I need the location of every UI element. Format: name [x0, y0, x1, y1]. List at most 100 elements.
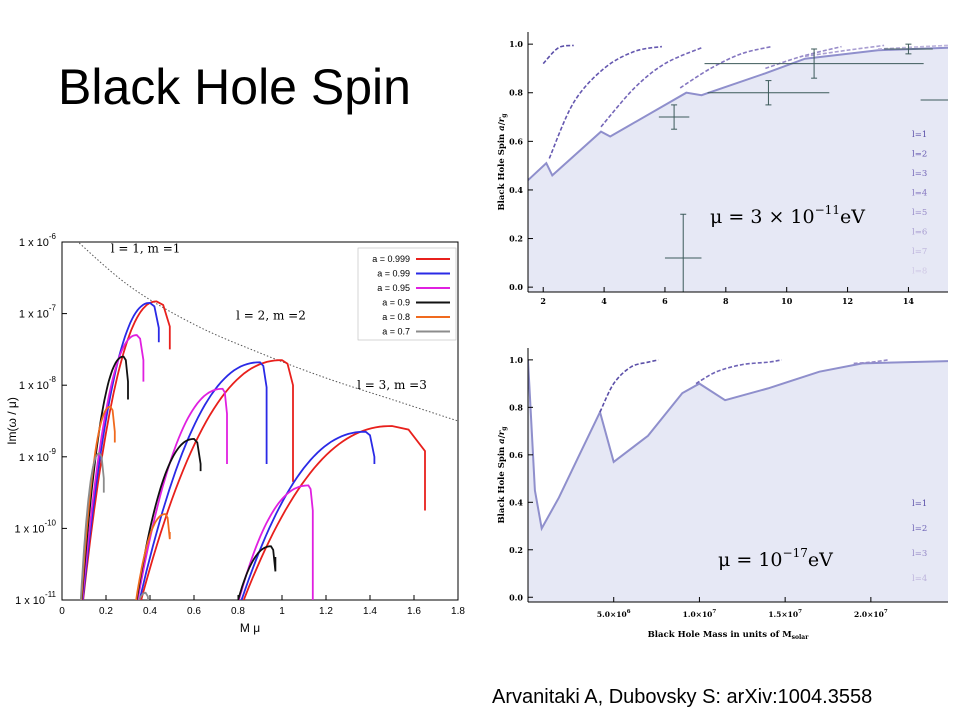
mode-curve — [542, 44, 574, 65]
y-tick-label: 0.4 — [509, 497, 523, 507]
x-tick-label: 8 — [723, 296, 729, 306]
error-bar — [704, 48, 924, 79]
y-tick-label: 0.2 — [509, 545, 523, 555]
x-tick-label: 14 — [903, 296, 915, 306]
legend-label: l=6 — [912, 228, 927, 238]
y-tick-label: 1.0 — [509, 355, 523, 365]
citation: Arvanitaki A, Dubovsky S: arXiv:1004.355… — [492, 686, 873, 708]
rate-curve — [140, 359, 294, 600]
rate-curve — [237, 545, 277, 600]
rate-curve — [80, 405, 116, 600]
superradiance-rate-chart: 0 0.2 0.4 0.6 0.8 1 1.2 1.4 1.6 1.8 1 x 10-6 1 x 10… — [5, 232, 465, 635]
y-tick-label: 1 x 10-11 — [15, 590, 56, 607]
x-tick-label: 0.6 — [187, 606, 201, 617]
x-tick-label: 1.2 — [319, 606, 333, 617]
mode-curve — [679, 45, 772, 89]
y-tick-label: 0.6 — [509, 450, 523, 460]
y-tick-label: 0.0 — [509, 282, 523, 292]
legend-label: l=7 — [912, 247, 927, 257]
rate-curve — [240, 430, 376, 600]
plot-area — [528, 43, 948, 292]
rate-curve — [138, 591, 151, 600]
x-tick-label: 6 — [662, 296, 668, 306]
mode-annotation: l = 2, m =2 — [236, 308, 306, 322]
plot-frame — [61, 241, 459, 601]
legend-box — [357, 247, 457, 341]
envelope-curve — [77, 242, 458, 422]
spin-exclusion-chart-top: 0.0 0.2 0.4 0.6 0.8 1.0 Black Hole Spin a/rg l=… — [497, 32, 948, 306]
mode-curve — [853, 359, 889, 365]
y-tick-label: 0.2 — [509, 234, 523, 244]
x-tick-label: 1.0×107 — [683, 609, 717, 619]
error-bar — [884, 43, 933, 55]
y-tick-label: 0.0 — [509, 592, 523, 602]
legend-label: a = 0.7 — [382, 327, 410, 337]
error-bar — [707, 80, 830, 106]
error-bar — [658, 104, 690, 130]
x-tick-label: 1 — [279, 606, 285, 617]
rate-curve — [135, 513, 171, 600]
plot-area — [528, 359, 948, 602]
x-tick-label: 0.8 — [231, 606, 245, 617]
legend-label: l=3 — [912, 549, 927, 559]
y-tick-label: 1 x 10-9 — [19, 447, 57, 464]
y-tick-label: 0.8 — [509, 402, 523, 412]
y-tick-label: 1.0 — [509, 39, 523, 49]
x-tick-label: 5.0×106 — [597, 609, 631, 619]
mode-curve — [548, 45, 663, 159]
slide-title: Black Hole Spin — [58, 59, 411, 115]
x-tick-label: 12 — [842, 296, 853, 306]
x-tick-label: 0.4 — [143, 606, 157, 617]
y-tick-label: 1 x 10-6 — [19, 232, 57, 249]
x-tick-label: 2.0×107 — [854, 609, 888, 619]
x-tick-label: 0.2 — [99, 606, 113, 617]
mode-curve — [877, 44, 948, 50]
rate-curve — [81, 334, 145, 600]
mass-label: μ = 10−17eV — [718, 546, 833, 571]
rate-curve — [79, 452, 105, 600]
plot-area — [77, 242, 458, 600]
exclusion-boundary — [528, 46, 948, 181]
y-axis-label: Black Hole Spin a/rg — [497, 426, 508, 524]
x-tick-label: 1.4 — [363, 606, 377, 617]
y-tick-label: 0.4 — [509, 185, 523, 195]
rate-curve — [237, 484, 314, 600]
mode-curve — [599, 359, 659, 413]
exclusion-boundary — [528, 359, 948, 532]
y-tick-label: 1 x 10-10 — [14, 518, 56, 535]
x-tick-label: 0 — [59, 606, 65, 617]
legend-label: a = 0.9 — [382, 298, 410, 308]
y-tick-label: 1 x 10-8 — [19, 375, 57, 392]
legend-label: a = 0.999 — [372, 254, 410, 264]
legend-label: l=2 — [912, 150, 927, 160]
error-bar — [664, 213, 702, 292]
legend-label: a = 0.99 — [377, 269, 410, 279]
legend-label: l=1 — [912, 499, 927, 509]
rate-curve — [138, 361, 268, 600]
x-tick-label: 10 — [781, 296, 793, 306]
x-tick-label: 2 — [540, 296, 546, 306]
mode-annotation: l = 1, m =1 — [111, 242, 181, 256]
legend-label: l=4 — [912, 189, 927, 199]
legend-label: l=3 — [912, 169, 927, 179]
mode-annotation: l = 3, m =3 — [357, 378, 427, 392]
legend-label: a = 0.8 — [382, 312, 410, 322]
rate-curve — [81, 301, 160, 600]
legend-label: l=1 — [912, 130, 927, 140]
x-tick-label: 1.5×107 — [768, 609, 802, 619]
x-tick-label: 4 — [601, 296, 607, 306]
legend-label: l=2 — [912, 524, 927, 534]
excluded-region — [528, 47, 948, 292]
mode-curve — [695, 359, 782, 385]
x-axis-label: Black Hole Mass in units of Msolar — [648, 630, 810, 641]
y-tick-label: 0.8 — [509, 88, 523, 98]
rate-curve — [136, 387, 228, 600]
spin-exclusion-chart-bottom: 0.0 0.2 0.4 0.6 0.8 1.0 Black Hole Spin a/rg l=… — [497, 348, 948, 641]
mass-label: μ = 3 × 10−11eV — [710, 203, 865, 228]
y-tick-label: 0.6 — [509, 136, 523, 146]
mode-curve — [765, 45, 842, 70]
excluded-region — [528, 359, 948, 602]
rate-curve — [242, 425, 426, 600]
legend-label: l=4 — [912, 574, 927, 584]
legend-label: l=5 — [912, 208, 927, 218]
